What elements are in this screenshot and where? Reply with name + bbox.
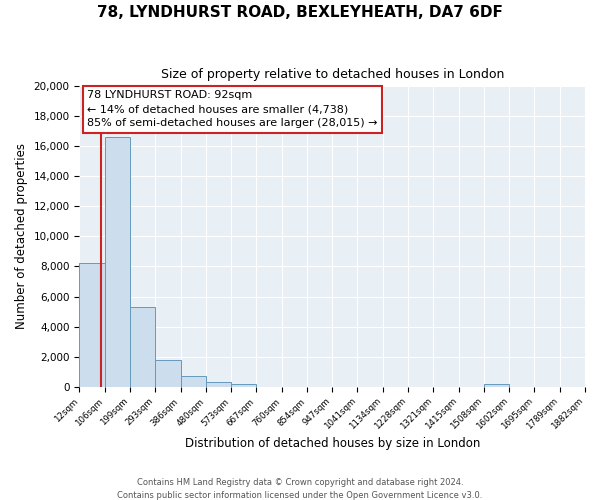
Bar xyxy=(181,376,206,387)
Title: Size of property relative to detached houses in London: Size of property relative to detached ho… xyxy=(161,68,504,80)
Bar xyxy=(79,264,104,387)
Bar xyxy=(130,307,155,387)
Text: 78, LYNDHURST ROAD, BEXLEYHEATH, DA7 6DF: 78, LYNDHURST ROAD, BEXLEYHEATH, DA7 6DF xyxy=(97,5,503,20)
Bar xyxy=(231,384,256,387)
X-axis label: Distribution of detached houses by size in London: Distribution of detached houses by size … xyxy=(185,437,480,450)
Bar xyxy=(104,137,130,387)
Bar xyxy=(155,360,181,387)
Y-axis label: Number of detached properties: Number of detached properties xyxy=(15,144,28,330)
Text: 78 LYNDHURST ROAD: 92sqm
← 14% of detached houses are smaller (4,738)
85% of sem: 78 LYNDHURST ROAD: 92sqm ← 14% of detach… xyxy=(87,90,377,128)
Bar xyxy=(484,384,509,387)
Text: Contains HM Land Registry data © Crown copyright and database right 2024.
Contai: Contains HM Land Registry data © Crown c… xyxy=(118,478,482,500)
Bar xyxy=(206,382,231,387)
